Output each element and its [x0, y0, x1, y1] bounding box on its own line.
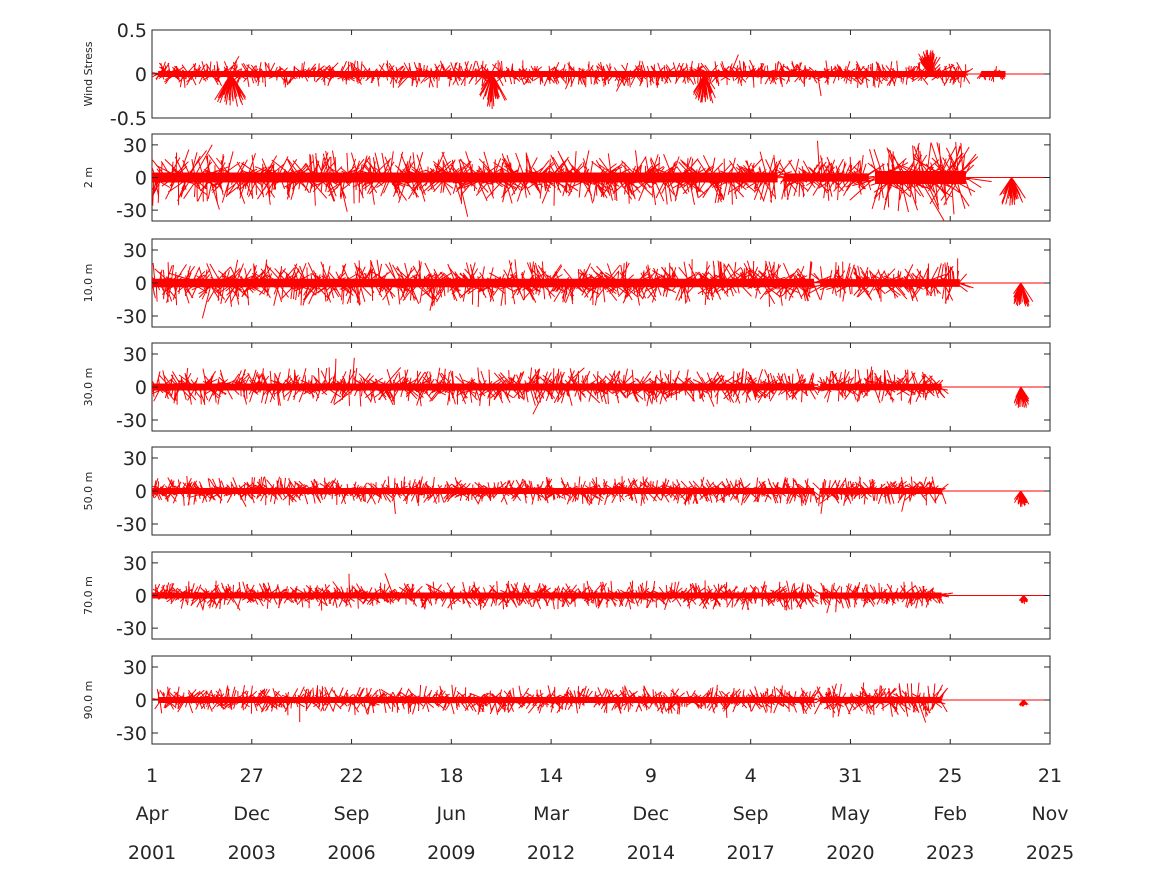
- x-tick-day: 4: [745, 765, 757, 787]
- x-tick-month: Nov: [1031, 803, 1068, 825]
- y-tick-label: 0: [135, 168, 147, 190]
- panel-7: 30 0 -30 90.0 m: [82, 655, 1051, 745]
- y-tick-label: -30: [116, 618, 147, 640]
- x-tick-year: 2009: [427, 842, 475, 864]
- y-tick-label: 30: [123, 240, 147, 262]
- vector-burst: [479, 73, 507, 109]
- panel-vectors: [152, 258, 1049, 319]
- panel-ylabel: 2 m: [82, 167, 95, 188]
- x-tick-year: 2014: [627, 842, 675, 864]
- y-tick-label: -30: [116, 306, 147, 328]
- panel-1: 0.5 0 -0.5 Wind Stress: [82, 20, 1051, 130]
- panels-layer: 0.5 0 -0.5 Wind Stress 30 0 -30 2 m 30 0 -30 10.0 m…: [82, 20, 1051, 745]
- x-tick-month: May: [831, 803, 870, 825]
- panel-ylabel: 90.0 m: [82, 681, 95, 720]
- x-tick-year: 2017: [726, 842, 774, 864]
- x-tick-month: Sep: [334, 803, 370, 825]
- x-tick-day: 18: [439, 765, 463, 787]
- x-tick-day: 25: [938, 765, 962, 787]
- x-tick-year: 2003: [228, 842, 276, 864]
- x-tick-labels: 1 Apr 2001 27 Dec 2003 22 Sep 2006 18 Jun 2009 14 Mar…: [128, 765, 1074, 864]
- y-tick-label: -30: [116, 200, 147, 222]
- vector-burst: [1013, 386, 1030, 408]
- y-tick-label: 0: [135, 481, 147, 503]
- x-tick-month: Apr: [136, 803, 169, 825]
- y-tick-label: 30: [123, 135, 147, 157]
- y-tick-label: -30: [116, 723, 147, 745]
- y-tick-label: 30: [123, 344, 147, 366]
- y-tick-label: 30: [123, 553, 147, 575]
- x-tick-year: 2001: [128, 842, 176, 864]
- y-tick-label: 0: [135, 690, 147, 712]
- x-tick-year: 2023: [926, 842, 974, 864]
- panel-ylabel: Wind Stress: [82, 41, 95, 106]
- vector-burst: [214, 73, 247, 107]
- y-tick-label: -30: [116, 514, 147, 536]
- y-tick-label: -30: [116, 410, 147, 432]
- y-tick-label: 0: [135, 586, 147, 608]
- panel-vectors: [152, 682, 1049, 723]
- x-tick-year: 2020: [826, 842, 874, 864]
- vector-burst: [918, 49, 941, 75]
- panel-ylabel: 30.0 m: [82, 368, 95, 407]
- x-tick-month: Dec: [233, 803, 270, 825]
- panel-ylabel: 50.0 m: [82, 472, 95, 511]
- x-tick-month: Jun: [435, 803, 466, 825]
- vector-burst: [1013, 490, 1030, 507]
- panel-ylabel: 70.0 m: [82, 576, 95, 615]
- panel-3: 30 0 -30 10.0 m: [82, 238, 1051, 328]
- x-tick-year: 2025: [1026, 842, 1074, 864]
- vector-burst: [999, 177, 1026, 206]
- y-tick-label: 30: [123, 657, 147, 679]
- y-tick-label: 0: [135, 64, 147, 86]
- x-tick-day: 22: [339, 765, 363, 787]
- y-tick-label: 0: [135, 377, 147, 399]
- vector-burst: [692, 73, 716, 104]
- panel-5: 30 0 -30 50.0 m: [82, 446, 1051, 536]
- x-tick-month: Sep: [733, 803, 769, 825]
- vector-burst: [1018, 595, 1029, 605]
- x-tick-day: 21: [1038, 765, 1062, 787]
- x-tick-day: 9: [645, 765, 657, 787]
- x-tick-month: Mar: [533, 803, 569, 825]
- y-tick-label: 0.5: [117, 20, 147, 42]
- x-tick-day: 31: [838, 765, 862, 787]
- panel-vectors: [152, 475, 1049, 514]
- panel-vectors: [152, 357, 1049, 415]
- y-tick-label: 0: [135, 273, 147, 295]
- panel-2: 30 0 -30 2 m: [82, 133, 1051, 222]
- x-tick-day: 27: [240, 765, 264, 787]
- vector-burst: [1013, 282, 1034, 308]
- vector-burst: [1018, 699, 1029, 707]
- panel-ylabel: 10.0 m: [82, 264, 95, 303]
- x-tick-month: Dec: [632, 803, 669, 825]
- x-tick-day: 1: [146, 765, 158, 787]
- panel-6: 30 0 -30 70.0 m: [82, 551, 1051, 640]
- panel-vectors: [152, 140, 1049, 221]
- x-tick-year: 2006: [327, 842, 375, 864]
- x-tick-day: 14: [539, 765, 563, 787]
- panel-vectors: [152, 49, 1049, 109]
- y-tick-label: 30: [123, 448, 147, 470]
- x-tick-year: 2012: [527, 842, 575, 864]
- panel-4: 30 0 -30 30.0 m: [82, 342, 1051, 432]
- y-tick-label: -0.5: [110, 108, 147, 130]
- x-tick-month: Feb: [933, 803, 967, 825]
